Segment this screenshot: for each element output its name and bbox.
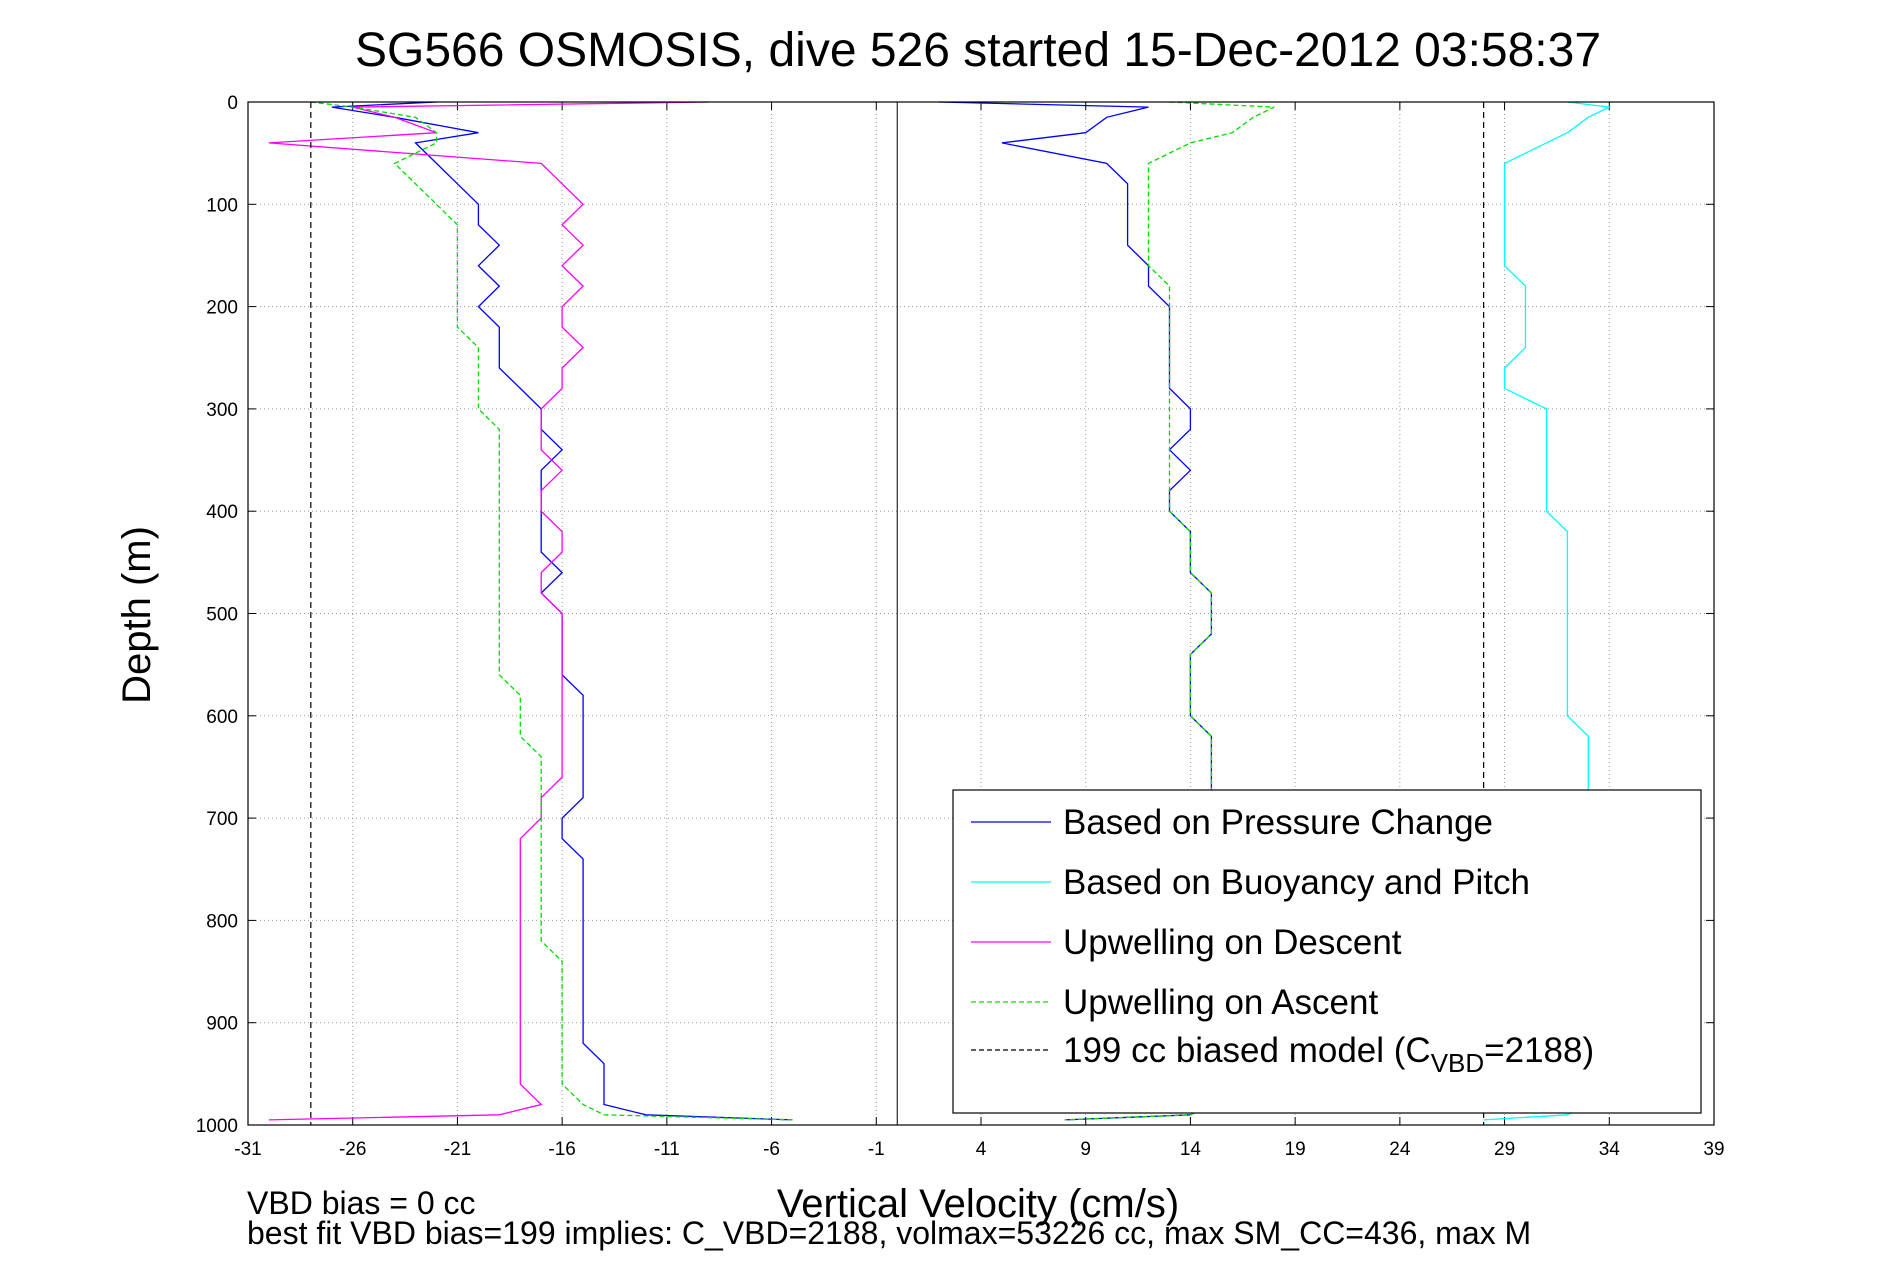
y-tick-label: 400 <box>206 502 238 523</box>
y-tick-label: 300 <box>206 400 238 421</box>
axes-box <box>247 101 1715 1126</box>
x-tick-label: 39 <box>1703 1139 1724 1160</box>
y-tick-label: 100 <box>206 195 238 216</box>
x-tick-label: 24 <box>1389 1139 1411 1160</box>
tick-labels: -31 -26 -21 -16 -11 -6 -1 4 9 14 19 24 29 34 39 0 100 200… <box>196 93 1725 1160</box>
vbd-bias-text: VBD bias = 0 cc <box>247 1185 476 1221</box>
y-tick-label: 0 <box>227 93 238 114</box>
x-tick-label: -11 <box>654 1139 680 1160</box>
legend-label: Upwelling on Descent <box>1063 923 1402 962</box>
y-tick-label: 200 <box>206 298 238 319</box>
x-tick-label: -21 <box>444 1139 471 1160</box>
legend: Based on Pressure Change Based on Buoyanc… <box>952 789 1702 1114</box>
series-3-descent-line <box>310 101 793 1121</box>
x-tick-label: -6 <box>763 1139 780 1160</box>
x-tick-label: 29 <box>1494 1139 1515 1160</box>
legend-label: 199 cc biased model (CVBD=2188) <box>1063 1031 1594 1078</box>
y-axis-label: Depth (m) <box>115 526 159 704</box>
x-tick-label: 14 <box>1180 1139 1202 1160</box>
x-tick-label: -31 <box>234 1139 261 1160</box>
best-fit-text: best fit VBD bias=199 implies: C_VBD=218… <box>247 1215 1531 1251</box>
y-tick-label: 800 <box>206 911 238 932</box>
legend-box <box>952 789 1702 1114</box>
x-tick-label: 4 <box>976 1139 987 1160</box>
x-tick-label: 34 <box>1599 1139 1621 1160</box>
x-tick-label: -1 <box>868 1139 885 1160</box>
y-tick-label: 900 <box>206 1014 238 1035</box>
legend-label: Based on Pressure Change <box>1063 803 1493 842</box>
y-tick-label: 700 <box>206 809 238 830</box>
x-tick-label: -26 <box>339 1139 366 1160</box>
chart-title: SG566 OSMOSIS, dive 526 started 15-Dec-2… <box>355 24 1601 77</box>
x-tick-label: -16 <box>548 1139 575 1160</box>
series-2-line <box>268 101 709 1121</box>
x-tick-label: 19 <box>1285 1139 1306 1160</box>
y-tick-label: 500 <box>206 605 238 626</box>
legend-label: Based on Buoyancy and Pitch <box>1063 863 1530 902</box>
x-tick-label: 9 <box>1080 1139 1091 1160</box>
legend-label: Upwelling on Ascent <box>1063 983 1378 1022</box>
y-tick-label: 1000 <box>196 1116 238 1137</box>
y-tick-label: 600 <box>206 707 238 728</box>
x-axis-label: Vertical Velocity (cm/s) <box>777 1182 1179 1226</box>
